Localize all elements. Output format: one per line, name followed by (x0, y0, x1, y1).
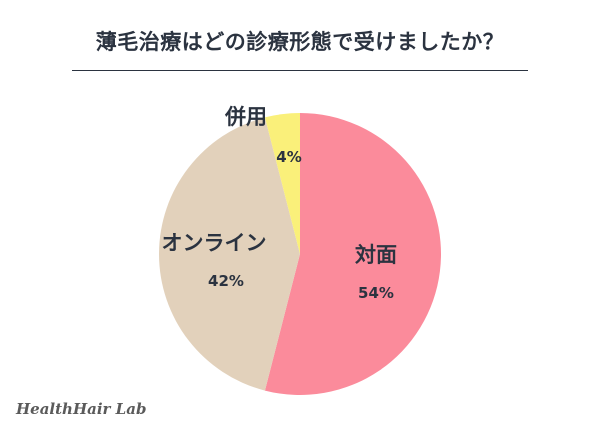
slice-value-1: 54% (358, 284, 394, 302)
title-divider (72, 70, 528, 71)
slice-label-1: 対面 (355, 243, 397, 267)
slice-value-2: 42% (208, 272, 244, 290)
pie-slice-1 (264, 113, 442, 396)
slice-value-3: 4% (276, 148, 301, 166)
brand-logo: HealthHair Lab (16, 400, 147, 418)
pie-slice-2 (159, 117, 300, 391)
chart-title: 薄毛治療はどの診療形態で受けましたか？ (95, 30, 505, 54)
pie-slice-3 (264, 113, 300, 254)
slice-label-3: 併用 (224, 105, 267, 129)
slice-label-2: オンライン (162, 231, 267, 255)
